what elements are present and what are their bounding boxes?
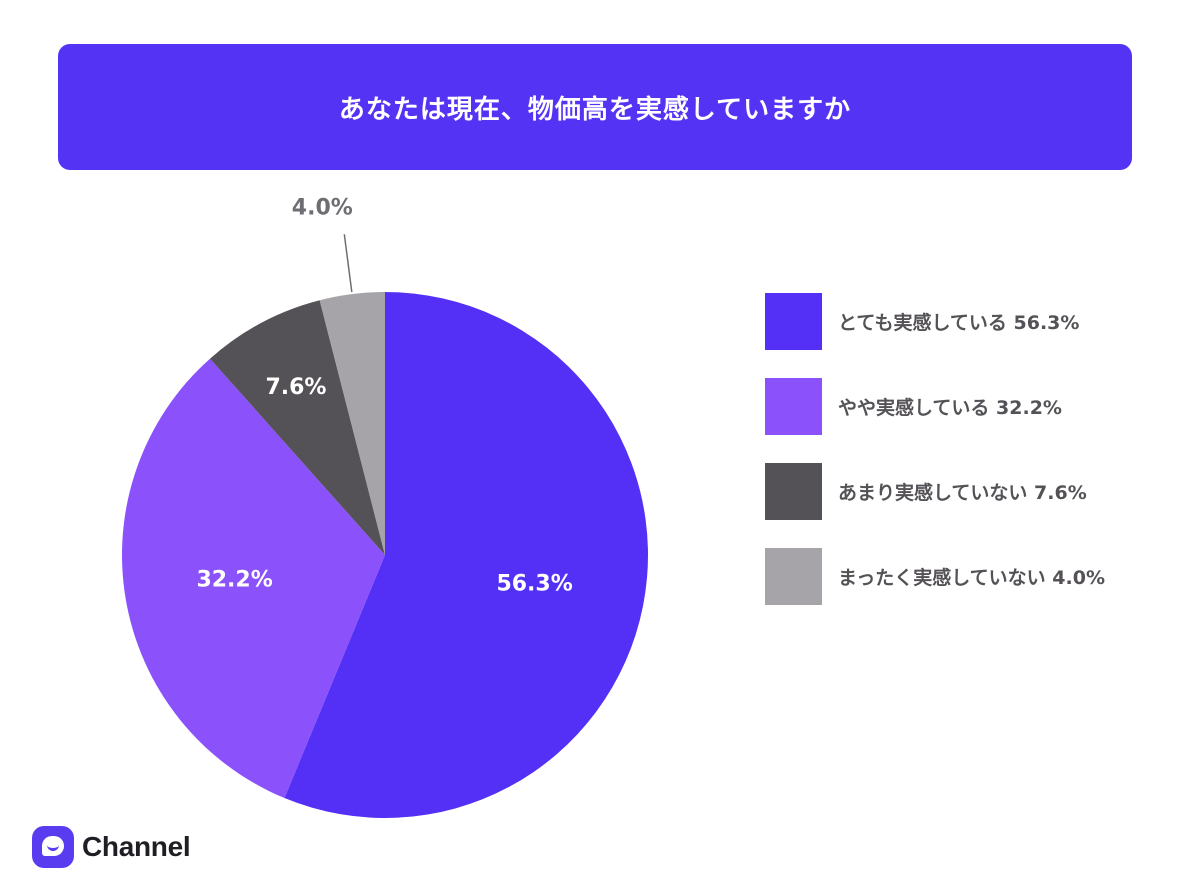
- data-label-1: 32.2%: [196, 567, 272, 592]
- data-label-3: 4.0%: [292, 195, 353, 220]
- brand-name: Channel: [82, 831, 191, 862]
- legend-item-3: まったく実感していない 4.0%: [765, 547, 1105, 605]
- pie-slice-0: [284, 292, 648, 818]
- legend-label-1: やや実感している 32.2%: [838, 396, 1062, 419]
- pie-slice-2: [209, 300, 385, 555]
- chat-bubble-icon: [32, 826, 74, 868]
- legend-swatch-3: [765, 547, 822, 605]
- pie-slice-3: [319, 292, 385, 555]
- legend-item-1: やや実感している 32.2%: [765, 377, 1105, 435]
- chart-title: あなたは現在、物価高を実感していますか: [338, 94, 852, 125]
- legend-swatch-2: [765, 462, 822, 520]
- legend-swatch-1: [765, 377, 822, 435]
- legend-item-0: とても実感している 56.3%: [765, 292, 1105, 350]
- legend-item-2: あまり実感していない 7.6%: [765, 462, 1105, 520]
- title-banner: あなたは現在、物価高を実感していますか: [58, 44, 1132, 170]
- legend-swatch-0: [765, 292, 822, 350]
- leader-line-3: [343, 234, 353, 293]
- data-label-2: 7.6%: [265, 375, 326, 400]
- legend: とても実感している 56.3% やや実感している 32.2% あまり実感していな…: [765, 292, 1105, 632]
- pie-slice-1: [122, 358, 385, 799]
- legend-label-2: あまり実感していない 7.6%: [838, 481, 1087, 504]
- data-label-0: 56.3%: [496, 572, 572, 597]
- brand-logo: Channel: [32, 826, 191, 868]
- legend-label-0: とても実感している 56.3%: [838, 311, 1080, 334]
- legend-label-3: まったく実感していない 4.0%: [838, 566, 1105, 589]
